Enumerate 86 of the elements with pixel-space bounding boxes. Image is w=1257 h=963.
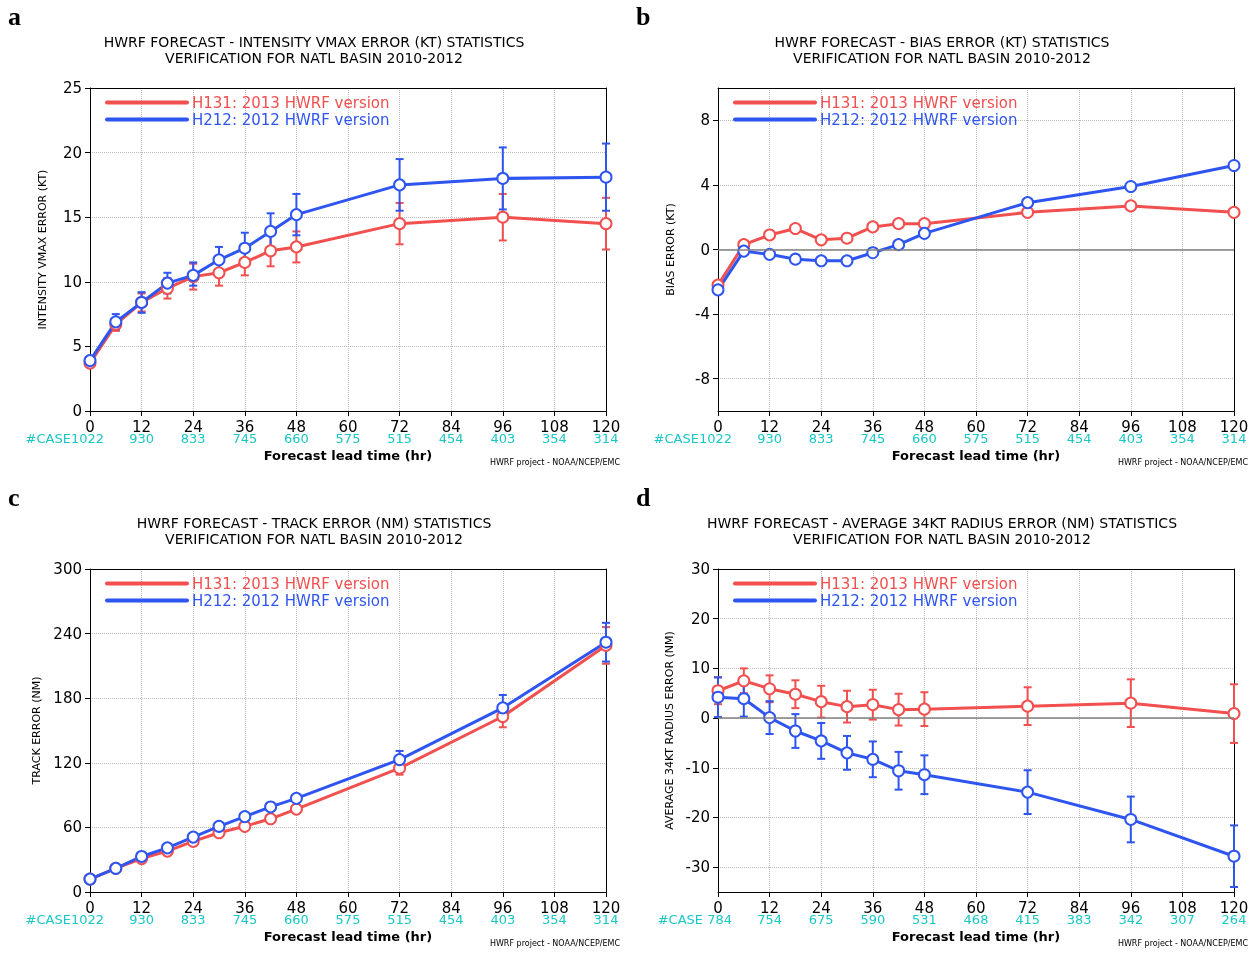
- y-tick-label: 8: [700, 111, 710, 130]
- y-axis-title: BIAS ERROR (KT): [664, 203, 677, 296]
- text: 660: [283, 430, 309, 446]
- text: H131: 2013 HWRF version: [192, 574, 390, 593]
- text: 833: [180, 430, 206, 446]
- y-tick-label: 240: [53, 624, 82, 643]
- text: 264: [1221, 911, 1247, 927]
- text: 675: [808, 911, 834, 927]
- chart-subtitle: VERIFICATION FOR NATL BASIN 2010-2012: [165, 531, 463, 547]
- text: 403: [490, 911, 516, 927]
- chart-title: HWRF FORECAST - AVERAGE 34KT RADIUS ERROR (NM) STATISTICS: [706, 515, 1178, 531]
- text: 354: [1169, 430, 1195, 446]
- text: 314: [593, 911, 619, 927]
- y-tick-label: 60: [62, 818, 82, 837]
- text: c: [8, 483, 20, 513]
- x-axis-title: Forecast lead time (hr): [263, 929, 433, 944]
- y-tick-label: -10: [685, 758, 710, 777]
- y-tick-label: 120: [53, 753, 82, 772]
- chart-title: HWRF FORECAST - BIAS ERROR (KT) STATISTICS: [774, 34, 1110, 50]
- text: 307: [1169, 911, 1195, 927]
- x-axis-title: Forecast lead time (hr): [891, 448, 1061, 463]
- text: 342: [1118, 911, 1144, 927]
- text: 930: [129, 911, 155, 927]
- y-tick-label: 10: [690, 659, 710, 678]
- text: #CASE 784: [657, 911, 732, 927]
- text: 354: [541, 911, 567, 927]
- text: HWRF project - NOAA/NCEP/EMC: [489, 939, 620, 948]
- chart-title: HWRF FORECAST - INTENSITY VMAX ERROR (KT) STATISTICS: [103, 34, 525, 50]
- text: 354: [541, 430, 567, 446]
- y-tick-label: -30: [685, 858, 710, 877]
- text: 930: [757, 430, 783, 446]
- y-tick-label: 20: [690, 609, 710, 628]
- text: 531: [911, 911, 937, 927]
- chart-subtitle: VERIFICATION FOR NATL BASIN 2010-2012: [793, 531, 1091, 547]
- text: H212: 2012 HWRF version: [192, 591, 390, 610]
- text: 660: [911, 430, 937, 446]
- chart-subtitle: VERIFICATION FOR NATL BASIN 2010-2012: [793, 50, 1091, 66]
- y-tick-label: 0: [700, 240, 710, 259]
- x-axis-title: Forecast lead time (hr): [891, 929, 1061, 944]
- text: H212: 2012 HWRF version: [192, 110, 390, 129]
- y-tick-label: -20: [685, 808, 710, 827]
- text: #CASE1022: [25, 430, 104, 446]
- text: 833: [180, 911, 206, 927]
- y-tick-label: 30: [690, 560, 710, 578]
- text: H131: 2013 HWRF version: [820, 93, 1018, 112]
- text: HWRF project - NOAA/NCEP/EMC: [489, 458, 620, 467]
- text: 383: [1066, 911, 1092, 927]
- y-axis-title: TRACK ERROR (NM): [30, 676, 44, 786]
- y-tick-label: 10: [62, 272, 82, 291]
- text: #CASE1022: [653, 430, 732, 446]
- text: 930: [129, 430, 155, 446]
- y-tick-label: 20: [62, 143, 82, 162]
- y-axis-title: AVERAGE 34KT RADIUS ERROR (NM): [662, 631, 676, 830]
- y-axis-title: INTENSITY VMAX ERROR (KT): [36, 169, 49, 330]
- text: 660: [283, 911, 309, 927]
- y-tick-label: 0: [72, 402, 82, 420]
- chart-subtitle: VERIFICATION FOR NATL BASIN 2010-2012: [165, 50, 463, 66]
- text: 314: [593, 430, 619, 446]
- y-tick-label: 15: [62, 208, 82, 227]
- text: 468: [963, 911, 989, 927]
- text: a: [8, 2, 21, 32]
- y-tick-label: 5: [72, 337, 82, 356]
- text: H131: 2013 HWRF version: [820, 574, 1018, 593]
- text: d: [636, 483, 651, 513]
- y-tick-label: 180: [53, 689, 82, 708]
- x-axis-title: Forecast lead time (hr): [263, 448, 433, 463]
- text: #CASE1022: [25, 911, 104, 927]
- y-tick-label: 25: [62, 79, 82, 97]
- text: 314: [1221, 430, 1247, 446]
- text: H212: 2012 HWRF version: [820, 110, 1018, 129]
- y-tick-label: -4: [695, 305, 710, 324]
- text: H131: 2013 HWRF version: [192, 93, 390, 112]
- chart-title: HWRF FORECAST - TRACK ERROR (NM) STATISTICS: [136, 515, 492, 531]
- y-tick-label: 0: [72, 883, 82, 901]
- y-tick-label: -8: [695, 369, 710, 388]
- y-tick-label: 4: [700, 175, 710, 194]
- text: 590: [860, 911, 886, 927]
- text: 833: [808, 430, 834, 446]
- y-tick-label: 0: [700, 709, 710, 728]
- text: HWRF project - NOAA/NCEP/EMC: [1117, 939, 1248, 948]
- text: HWRF project - NOAA/NCEP/EMC: [1117, 458, 1248, 467]
- text: H212: 2012 HWRF version: [820, 591, 1018, 610]
- text: 403: [490, 430, 516, 446]
- text: 403: [1118, 430, 1144, 446]
- y-tick-label: 300: [53, 560, 82, 578]
- text: b: [636, 2, 651, 32]
